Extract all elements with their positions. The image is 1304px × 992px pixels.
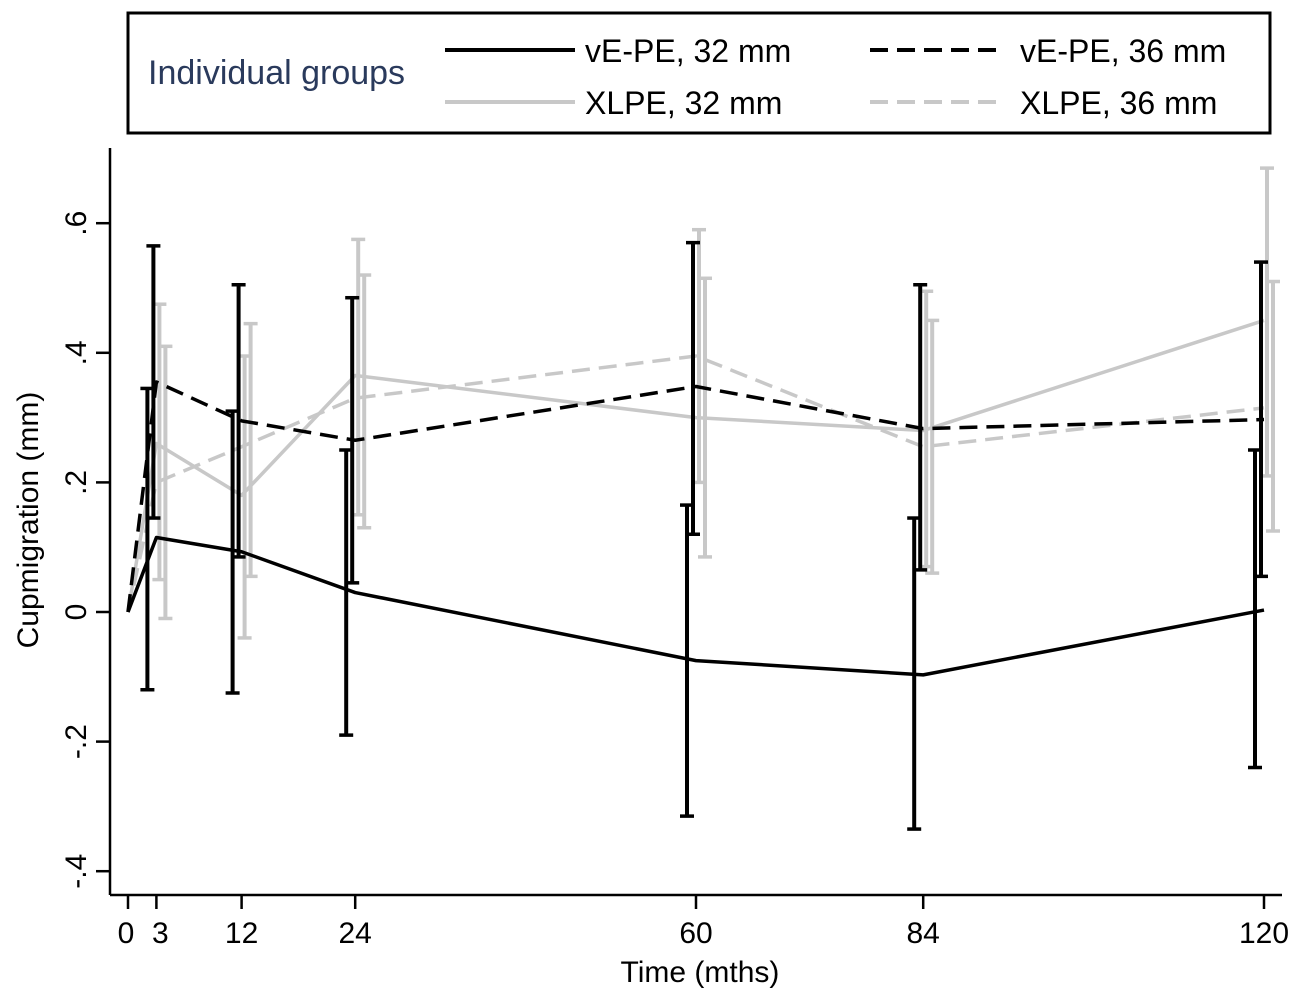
legend-label: XLPE, 36 mm [1020,85,1217,121]
series-ve-pe-36-mm [126,240,1268,613]
x-tick-label: 84 [907,917,940,950]
series-layer [126,166,1280,831]
legend-label: vE-PE, 32 mm [585,33,791,69]
y-tick-label: -.4 [60,854,93,889]
legend-box [126,11,1272,135]
x-tick-label: 120 [1239,917,1289,950]
legend-items: vE-PE, 32 mm vE-PE, 36 mm XLPE, 32 mm XLPE,… [445,33,1226,121]
x-axis-title: Time (mths) [621,956,780,989]
y-axis-title: Cupmigration (mm) [12,392,45,649]
series-xlpe-32-mm [126,166,1274,640]
x-tick-label: 0 [118,917,135,950]
x-tick-label: 24 [339,917,372,950]
legend-label: XLPE, 32 mm [585,85,782,121]
series-line [126,318,1265,613]
series-line [126,380,1265,613]
legend: Individual groups vE-PE, 32 mm vE-PE, 36 … [126,11,1272,135]
x-tick-label: 12 [225,917,258,950]
series-xlpe-36-mm [126,273,1280,621]
y-tick-label: .6 [60,211,93,236]
series-line [126,535,1265,677]
plot-area: -.4-.20.2.4.6 0 3 12 24 60 84 120 [60,148,1289,950]
y-tick-label: -.2 [60,724,93,759]
x-tick-label: 60 [679,917,712,950]
y-tick-label: .4 [60,340,93,365]
y-ticks: -.4 -.2 0 .2 .4 .6 [60,211,110,889]
y-tick-label: .2 [60,470,93,495]
legend-title: Individual groups [148,54,405,92]
x-ticks: 0 3 12 24 60 84 120 [118,895,1289,950]
series-ve-pe-32-mm [126,386,1265,831]
x-tick-label: 3 [152,917,169,950]
y-tick-label: 0 [60,604,93,621]
legend-label: vE-PE, 36 mm [1020,33,1226,69]
